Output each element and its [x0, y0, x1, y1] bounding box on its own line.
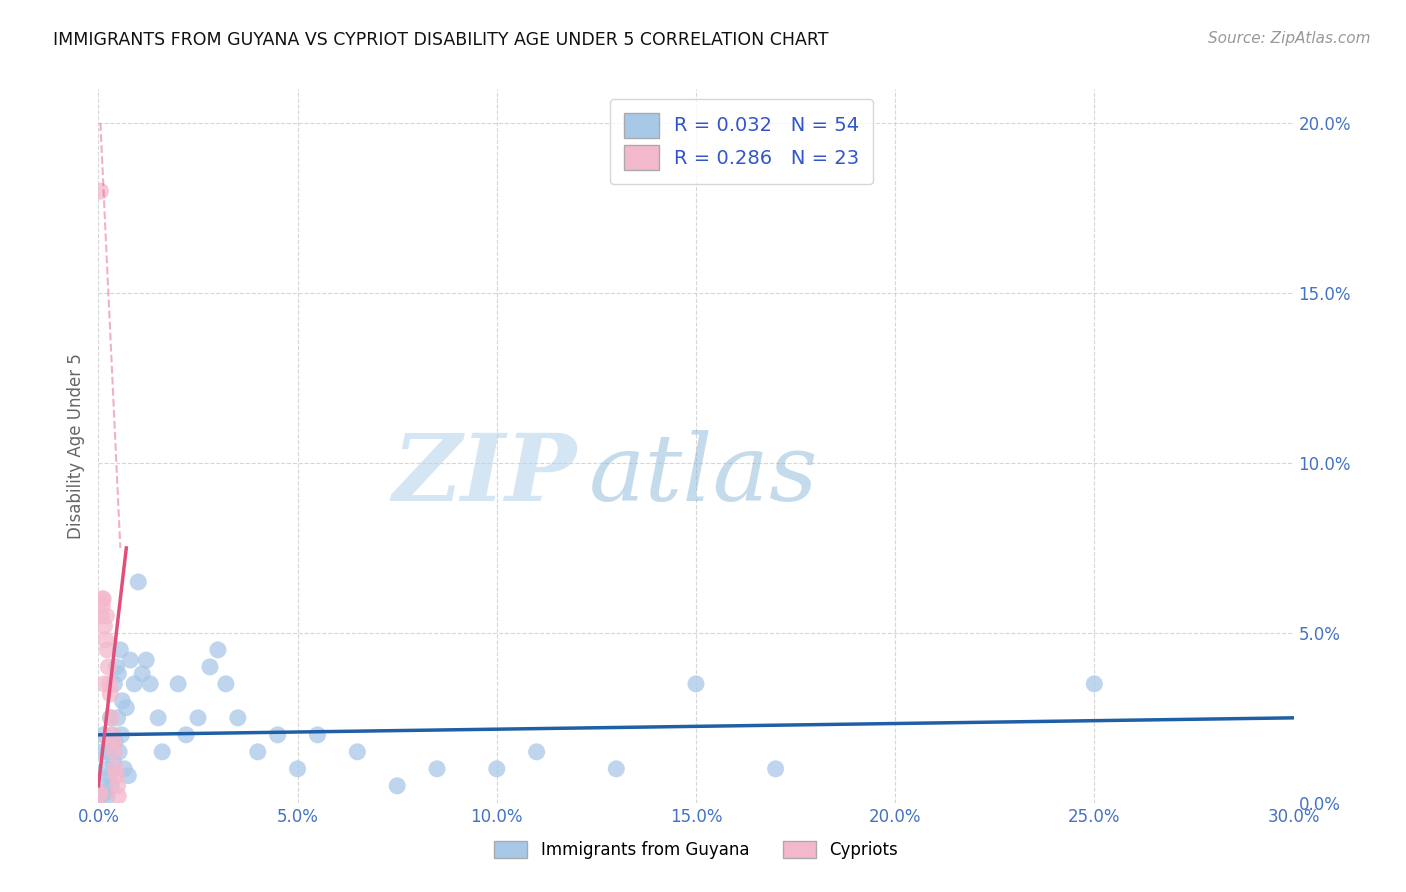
Point	[108, 745, 131, 759]
Point	[124, 677, 146, 691]
Point	[167, 677, 190, 691]
Point	[90, 786, 112, 800]
Point	[91, 745, 114, 759]
Point	[605, 762, 627, 776]
Point	[105, 660, 128, 674]
Point	[107, 666, 129, 681]
Point	[139, 677, 162, 691]
Point	[93, 619, 115, 633]
Point	[96, 789, 118, 803]
Point	[187, 711, 209, 725]
Point	[485, 762, 508, 776]
Point	[127, 574, 149, 589]
Point	[96, 608, 118, 623]
Point	[148, 711, 170, 725]
Point	[110, 728, 132, 742]
Point	[94, 786, 117, 800]
Point	[107, 779, 129, 793]
Point	[101, 728, 124, 742]
Point	[97, 745, 120, 759]
Point	[94, 632, 117, 647]
Point	[104, 762, 127, 776]
Text: Source: ZipAtlas.com: Source: ZipAtlas.com	[1208, 31, 1371, 46]
Point	[107, 789, 129, 803]
Point	[346, 745, 368, 759]
Point	[246, 745, 269, 759]
Point	[91, 591, 114, 606]
Text: ZIP: ZIP	[392, 430, 576, 519]
Point	[135, 653, 157, 667]
Text: atlas: atlas	[589, 430, 818, 519]
Point	[287, 762, 309, 776]
Point	[103, 677, 125, 691]
Point	[1083, 677, 1105, 691]
Point	[89, 789, 111, 803]
Point	[98, 769, 121, 783]
Point	[110, 643, 132, 657]
Point	[426, 762, 449, 776]
Point	[89, 786, 111, 800]
Point	[267, 728, 290, 742]
Point	[107, 711, 129, 725]
Point	[215, 677, 238, 691]
Point	[105, 769, 128, 783]
Point	[526, 745, 548, 759]
Point	[97, 660, 120, 674]
Point	[89, 789, 111, 803]
Point	[89, 184, 111, 198]
Point	[103, 745, 125, 759]
Point	[90, 608, 112, 623]
Point	[765, 762, 787, 776]
Point	[91, 591, 114, 606]
Point	[198, 660, 221, 674]
Point	[91, 728, 114, 742]
Point	[96, 643, 118, 657]
Point	[100, 779, 122, 793]
Point	[120, 653, 142, 667]
Point	[93, 677, 115, 691]
Y-axis label: Disability Age Under 5: Disability Age Under 5	[66, 353, 84, 539]
Point	[174, 728, 197, 742]
Point	[117, 769, 139, 783]
Text: IMMIGRANTS FROM GUYANA VS CYPRIOT DISABILITY AGE UNDER 5 CORRELATION CHART: IMMIGRANTS FROM GUYANA VS CYPRIOT DISABI…	[53, 31, 830, 49]
Point	[307, 728, 329, 742]
Point	[101, 728, 124, 742]
Point	[98, 677, 121, 691]
Point	[385, 779, 409, 793]
Point	[207, 643, 229, 657]
Point	[98, 711, 122, 725]
Point	[98, 687, 122, 701]
Point	[115, 700, 138, 714]
Point	[104, 734, 127, 748]
Point	[131, 666, 153, 681]
Point	[96, 762, 118, 776]
Point	[103, 734, 125, 748]
Point	[93, 779, 115, 793]
Point	[111, 694, 134, 708]
Point	[100, 711, 122, 725]
Point	[103, 755, 125, 769]
Point	[226, 711, 249, 725]
Legend: Immigrants from Guyana, Cypriots: Immigrants from Guyana, Cypriots	[488, 834, 904, 866]
Point	[150, 745, 173, 759]
Point	[685, 677, 707, 691]
Point	[91, 599, 114, 613]
Point	[112, 762, 135, 776]
